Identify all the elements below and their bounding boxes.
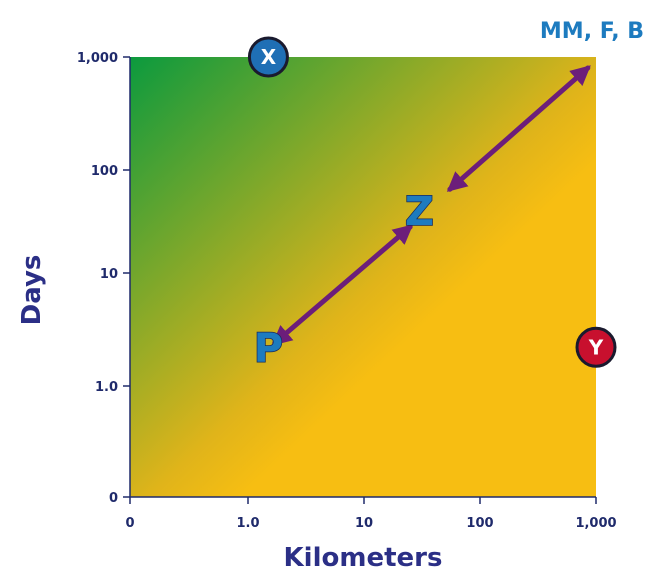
point-label-z: Z	[405, 189, 434, 235]
point-badge-label: Y	[588, 335, 604, 359]
y-tick-label: 10	[100, 267, 118, 282]
y-tick-label: 0	[109, 491, 118, 506]
x-ticks: 0 1.0 10 100 1,000	[125, 497, 617, 531]
x-tick-label: 1,000	[575, 516, 616, 531]
y-tick-label: 100	[91, 164, 118, 179]
point-badge-label: X	[261, 45, 277, 69]
point-badge-x: X	[247, 36, 289, 78]
arrows	[271, 65, 591, 346]
double-arrow	[271, 224, 414, 346]
double-arrow	[446, 65, 591, 192]
x-tick-label: 1.0	[236, 516, 259, 531]
x-tick-label: 10	[355, 516, 373, 531]
corner-label: MM, F, B	[540, 19, 644, 44]
point-badge-y: Y	[575, 326, 617, 368]
y-tick-label: 1.0	[95, 380, 118, 395]
y-ticks: 0 1.0 10 100 1,000	[77, 51, 130, 506]
x-tick-label: 0	[125, 516, 134, 531]
x-tick-label: 100	[466, 516, 493, 531]
point-label-p: P	[254, 325, 283, 371]
y-axis-title: Days	[17, 255, 47, 326]
x-axis-title: Kilometers	[284, 543, 443, 573]
y-tick-label: 1,000	[77, 51, 118, 66]
points: P Z X Y	[247, 36, 617, 372]
